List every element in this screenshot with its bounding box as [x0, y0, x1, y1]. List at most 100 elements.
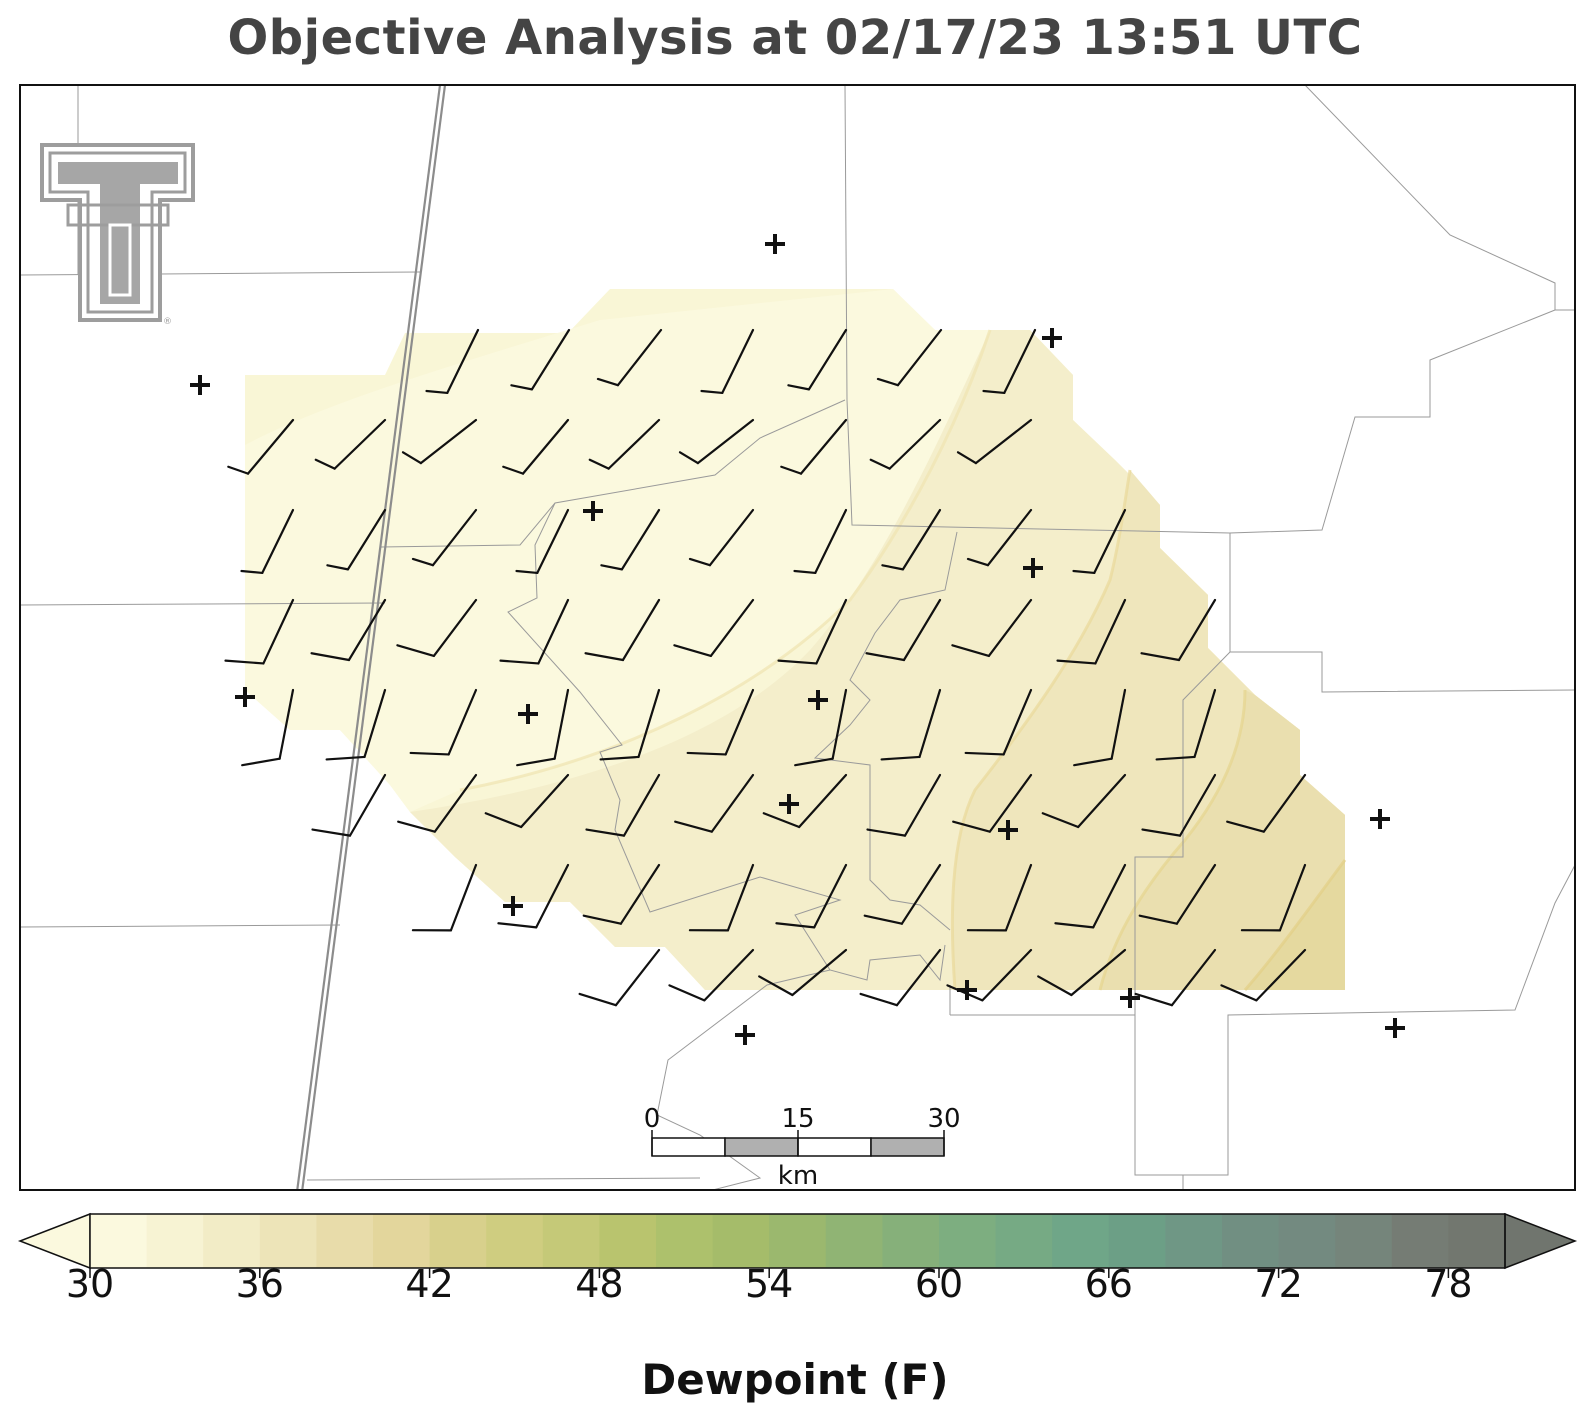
wind-barb [674, 773, 755, 833]
wind-barb [588, 418, 661, 470]
station-marker [235, 687, 255, 707]
station-marker [779, 794, 799, 814]
colorbar-bin [1448, 1214, 1506, 1268]
colorbar-bin [712, 1214, 770, 1268]
colorbar-bin [429, 1214, 487, 1268]
station-marker [503, 896, 523, 916]
colorbar-bin [656, 1214, 714, 1268]
colorbar-tick-label: 48 [575, 1262, 624, 1306]
state-line [296, 85, 447, 1190]
colorbar-bin [1335, 1214, 1393, 1268]
wind-barb [584, 598, 661, 662]
wind-barb [396, 598, 478, 658]
wind-barb [1072, 508, 1127, 575]
wind-barb [1141, 773, 1217, 837]
wind-barb [964, 688, 1033, 756]
wind-barb [780, 418, 848, 475]
colorbar-bin [769, 1214, 827, 1268]
wind-barb [865, 598, 942, 662]
wind-barb [499, 598, 570, 665]
wind-barb [1056, 598, 1127, 665]
colorbar-bin [1108, 1214, 1166, 1268]
wind-barb [777, 598, 848, 665]
colorbar-tick-label: 30 [65, 1262, 115, 1306]
wind-barb [678, 418, 755, 465]
wind-barb [688, 863, 755, 932]
colorbar-bin [1052, 1214, 1110, 1268]
colorbar-title: Dewpoint (F) [641, 1355, 949, 1404]
colorbar-bin [542, 1214, 600, 1268]
dewpoint-band-40 [1100, 690, 1345, 990]
colorbar-bin [90, 1214, 148, 1268]
wind-barb [866, 773, 942, 837]
wind-barb [762, 773, 848, 829]
wind-barb [582, 863, 661, 925]
wind-barb [311, 773, 387, 837]
station-markers [190, 234, 1405, 1045]
wind-barb [952, 773, 1033, 833]
dewpoint-field [245, 289, 1347, 991]
station-marker [1385, 1018, 1405, 1038]
wind-barb [956, 418, 1033, 465]
wind-barb [793, 508, 848, 575]
wind-barb [966, 863, 1033, 932]
wind-barb [794, 688, 848, 767]
wind-barb [775, 863, 848, 929]
wind-barb [585, 773, 661, 837]
colorbar-tick-label: 60 [914, 1262, 964, 1306]
scale-bar: 0 15 30 km [644, 1104, 961, 1191]
wind-barb [869, 418, 942, 470]
wind-barb [859, 948, 942, 1007]
wind-barb [951, 598, 1033, 658]
colorbar-bin [373, 1214, 431, 1268]
station-marker [1023, 558, 1043, 578]
colorbar-tick-label: 54 [745, 1262, 794, 1306]
wind-barb [688, 508, 755, 567]
colorbar-over-arrow [1504, 1212, 1578, 1270]
station-marker [1042, 328, 1062, 348]
wind-barbs [224, 328, 1307, 1007]
station-marker [518, 704, 538, 724]
wind-barb [596, 328, 663, 387]
wind-barb [600, 508, 661, 571]
wind-barb [1226, 773, 1307, 833]
wind-barb [240, 508, 295, 575]
wind-barb [787, 328, 848, 391]
wind-barb [326, 508, 387, 571]
wind-barb [673, 598, 755, 658]
scale-label-0: 0 [644, 1104, 661, 1134]
colorbar-bin [825, 1214, 883, 1268]
station-marker [998, 820, 1018, 840]
wind-barb [1054, 863, 1127, 929]
station-marker [583, 501, 603, 521]
colorbar [17, 1212, 1578, 1278]
svg-text:®: ® [163, 317, 172, 327]
colorbar-bin [1278, 1214, 1336, 1268]
wind-barb [516, 688, 570, 767]
colorbar-bin [1165, 1214, 1223, 1268]
wind-barb [1134, 948, 1217, 1007]
wind-barb [484, 773, 570, 829]
scale-unit: km [778, 1161, 818, 1191]
scale-label-15: 15 [781, 1104, 814, 1134]
colorbar-bin [146, 1214, 204, 1268]
wind-barb [1240, 863, 1307, 932]
wind-barb [1140, 598, 1217, 662]
texas-tech-logo: ® [40, 143, 195, 327]
wind-barb [1220, 948, 1307, 1002]
wind-barb [515, 508, 570, 575]
wind-barb [700, 328, 755, 395]
wind-barb [411, 508, 478, 567]
station-marker [190, 375, 210, 395]
colorbar-bin [316, 1214, 374, 1268]
wind-barb [401, 418, 478, 465]
wind-barb [411, 863, 478, 932]
wind-barb [510, 328, 571, 391]
colorbar-bin [939, 1214, 997, 1268]
map-title: Objective Analysis at 02/17/23 13:51 UTC [227, 10, 1363, 66]
wind-barb [1041, 773, 1127, 829]
wind-barb [758, 948, 848, 997]
station-marker [957, 980, 977, 1000]
wind-barb [497, 863, 570, 929]
colorbar-bin [1391, 1214, 1449, 1268]
